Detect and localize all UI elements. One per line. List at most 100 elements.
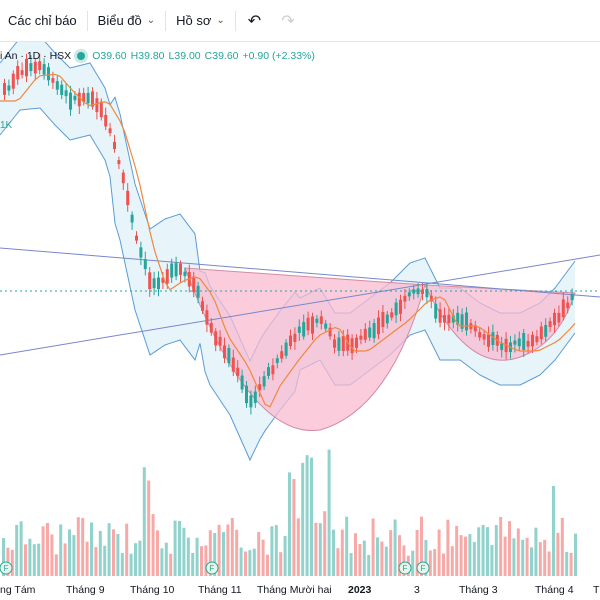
volume-bar [191, 552, 195, 576]
candle-body [135, 235, 138, 241]
volume-bar [81, 518, 85, 576]
candle-body [443, 315, 446, 323]
cup-shape [184, 267, 426, 432]
dividend-marker-label: F [403, 564, 408, 573]
volume-bar [411, 550, 415, 576]
volume-bar [164, 542, 168, 576]
trend-lines [0, 247, 600, 356]
undo-button[interactable]: ↶ [238, 0, 271, 42]
candle-body [227, 347, 231, 364]
volume-bar [296, 518, 300, 576]
time-axis: ng Tám Tháng 9 Tháng 10 Tháng 11 Tháng M… [0, 578, 600, 600]
candle-body [465, 312, 468, 331]
candle-body [473, 325, 477, 332]
volume-bar [204, 545, 208, 576]
candle-body [425, 288, 429, 298]
candle-body [73, 95, 77, 101]
candle-body [570, 293, 574, 301]
candle-body [174, 263, 178, 277]
volume-bar [46, 523, 49, 576]
time-label: 3 [414, 584, 420, 596]
candle-body [209, 322, 213, 333]
toolbar-divider [86, 10, 88, 31]
volume-bar [147, 480, 151, 576]
volume-bar [534, 527, 538, 576]
legend-open: O39.60 [92, 50, 127, 62]
volume-bar [76, 517, 80, 576]
candle-body [16, 65, 20, 80]
symbol-name[interactable]: i An · 1D · HSX [0, 50, 72, 62]
candle-body [341, 336, 345, 352]
volume-bar [530, 547, 533, 576]
time-label: Tháng 3 [459, 584, 498, 596]
volume-bar [556, 532, 560, 576]
candle-body [139, 247, 143, 258]
volume-bar [94, 547, 98, 576]
candle-body [231, 357, 235, 372]
candle-body [306, 317, 310, 331]
volume-bar [266, 554, 269, 576]
chart-type-dropdown[interactable]: Biểu đồ ⌄ [90, 0, 163, 42]
time-label: Tháng Mười hai [257, 584, 332, 596]
volume-bar [433, 549, 437, 576]
candle-body [526, 340, 530, 347]
candle-body [161, 277, 165, 283]
candle-body [403, 295, 407, 302]
candle-body [447, 314, 451, 324]
template-dropdown[interactable]: Hồ sơ ⌄ [168, 0, 233, 42]
candle-body [284, 342, 288, 356]
candle-body [183, 271, 187, 277]
volume-bar [288, 472, 291, 576]
volume-bar [72, 535, 76, 576]
candle-body [165, 269, 169, 284]
candle-body [451, 315, 455, 323]
candle-body [561, 299, 565, 318]
volume-bar [85, 541, 89, 576]
volume-bar [494, 525, 498, 576]
candle-body [249, 395, 253, 408]
time-label: T [593, 584, 600, 596]
candle-body [95, 98, 99, 113]
candle-body [293, 333, 297, 342]
candle-body [500, 343, 504, 351]
volume-bar [50, 534, 54, 576]
redo-button[interactable]: ↷ [271, 0, 304, 42]
candle-body [311, 316, 314, 334]
indicators-button[interactable]: Các chỉ báo [0, 0, 85, 42]
volume-bar [349, 553, 353, 576]
volume-bar [90, 522, 93, 576]
volume-bar [10, 549, 14, 576]
volume-bar [332, 529, 335, 576]
volume-bar [160, 548, 164, 576]
volume-bar [248, 550, 252, 576]
volume-bar [112, 529, 115, 576]
volume-bar [376, 537, 379, 576]
candle-body [104, 114, 108, 127]
volume-bar [362, 540, 366, 576]
candle-body [513, 340, 517, 345]
candle-body [223, 345, 226, 359]
volume-bar [552, 486, 555, 576]
dividend-marker-label: F [421, 564, 426, 573]
volume-bar [142, 467, 146, 576]
candle-body [491, 332, 495, 346]
candle-body [192, 276, 196, 293]
volume-bar [393, 519, 397, 576]
volume-bar [37, 543, 41, 576]
time-label: Tháng 10 [130, 584, 175, 596]
volume-bar [103, 545, 107, 576]
volume-bar [239, 547, 243, 576]
toolbar-divider [234, 10, 236, 31]
candle-body [381, 311, 385, 328]
volume-bar [345, 516, 349, 576]
candle-body [148, 272, 152, 290]
volume-bar [98, 530, 102, 576]
volume-bar [367, 554, 371, 576]
volume-bar [398, 535, 401, 576]
time-label: 2023 [348, 584, 372, 596]
candle-body [319, 316, 323, 324]
volume-bar [217, 524, 221, 576]
candle-body [42, 64, 46, 75]
candle-body [126, 190, 130, 206]
